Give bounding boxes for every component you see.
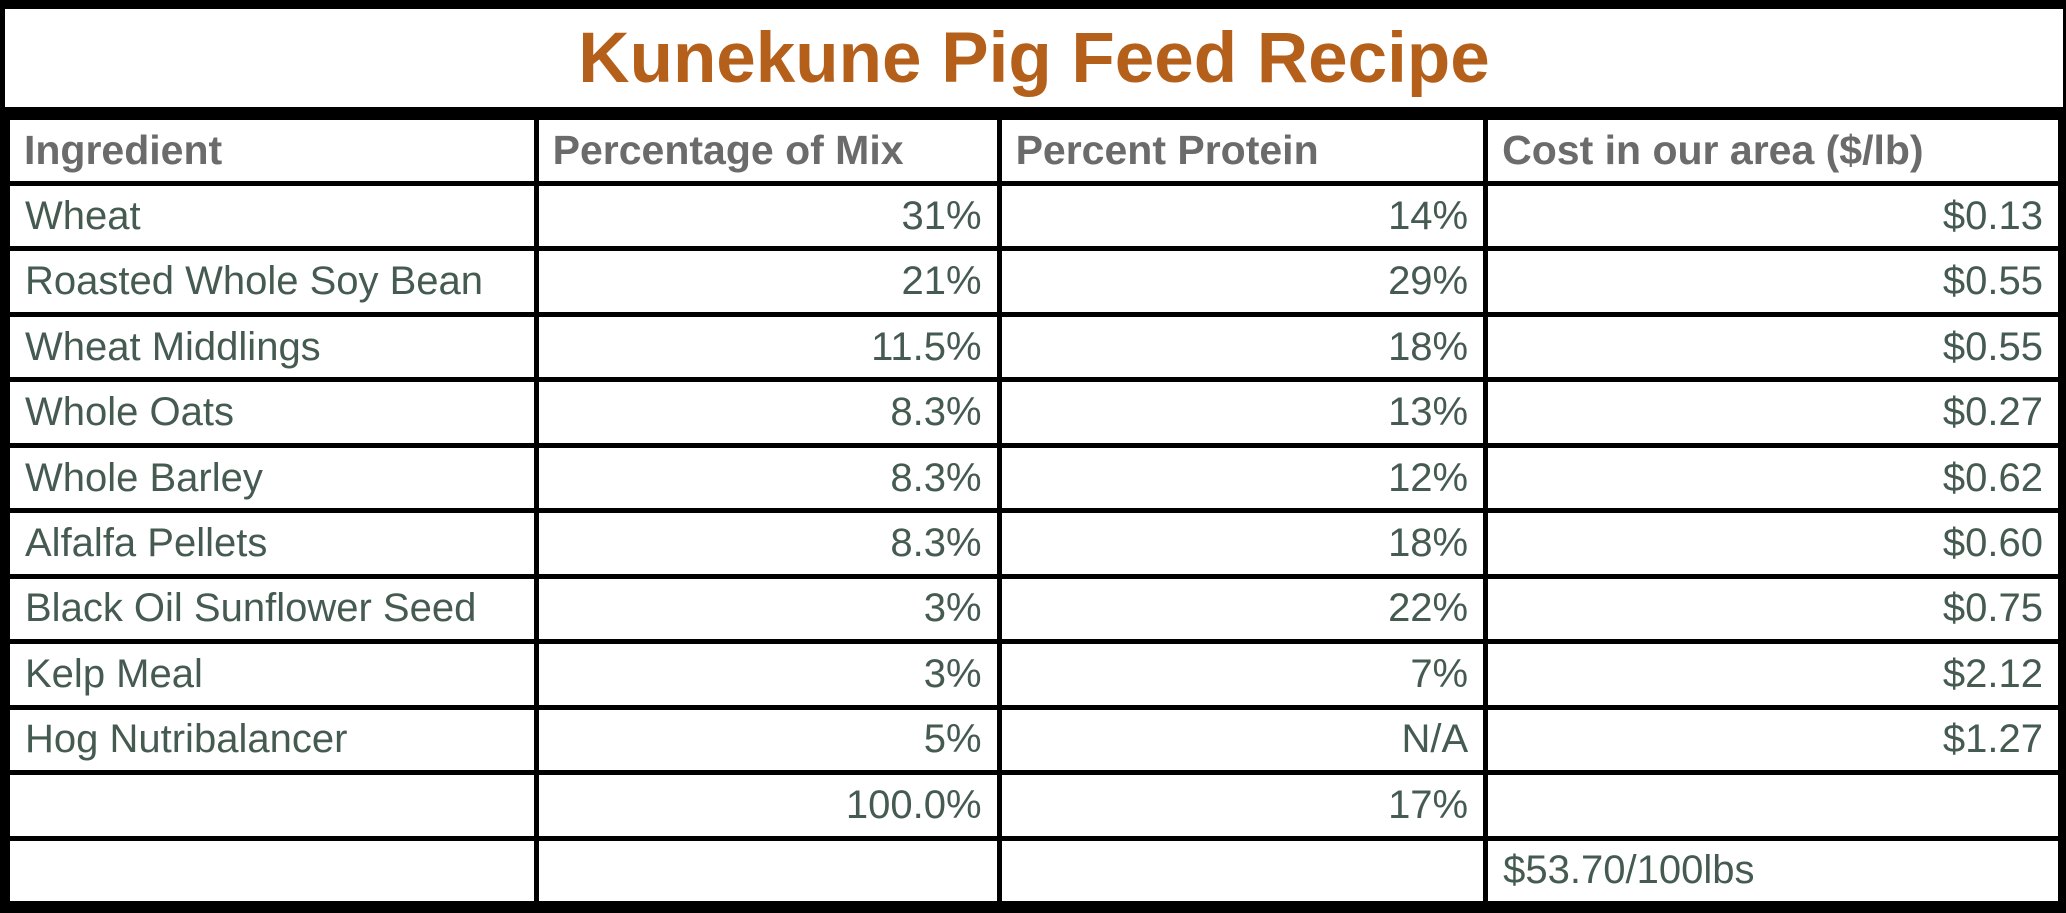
title-separator xyxy=(5,107,2063,115)
ingredient-cell: Whole Barley xyxy=(5,442,539,514)
protein-cell: 13% xyxy=(996,377,1489,448)
mix-cell: 21% xyxy=(533,246,1002,317)
mix-cell: 31% xyxy=(533,180,1002,252)
mix-cell: 11.5% xyxy=(533,311,1002,383)
ingredient-cell: Roasted Whole Soy Bean xyxy=(5,246,539,317)
cost-cell: $0.27 xyxy=(1483,377,2063,448)
title-band: Kunekune Pig Feed Recipe xyxy=(5,9,2063,107)
table-row: Hog Nutribalancer 5% N/A $1.27 xyxy=(5,704,2063,776)
protein-cell: 14% xyxy=(996,180,1489,252)
protein-cell: 18% xyxy=(996,311,1489,383)
table-row: Alfalfa Pellets 8.3% 18% $0.60 xyxy=(5,508,2063,579)
totals-empty-cost-cell xyxy=(1483,770,2063,841)
page-title: Kunekune Pig Feed Recipe xyxy=(578,18,1490,98)
table-row: Kelp Meal 3% 7% $2.12 xyxy=(5,639,2063,710)
table-row: Wheat 31% 14% $0.13 xyxy=(5,180,2063,252)
ingredient-cell: Alfalfa Pellets xyxy=(5,508,539,579)
cost-cell: $0.62 xyxy=(1483,442,2063,514)
summary-cost-row: $53.70/100lbs xyxy=(5,835,2063,907)
table-row: Wheat Middlings 11.5% 18% $0.55 xyxy=(5,311,2063,383)
table-header-row: Ingredient Percentage of Mix Percent Pro… xyxy=(5,115,2063,186)
mix-cell: 8.3% xyxy=(533,508,1002,579)
column-header-mix: Percentage of Mix xyxy=(533,115,1002,186)
totals-empty-ingredient-cell xyxy=(5,770,539,841)
column-header-ingredient: Ingredient xyxy=(5,115,539,186)
summary-empty-protein-cell xyxy=(996,835,1489,907)
mix-cell: 5% xyxy=(533,704,1002,776)
cost-cell: $2.12 xyxy=(1483,639,2063,710)
ingredient-cell: Whole Oats xyxy=(5,377,539,448)
cost-cell: $0.75 xyxy=(1483,573,2063,645)
mix-cell: 8.3% xyxy=(533,377,1002,448)
ingredient-cell: Hog Nutribalancer xyxy=(5,704,539,776)
cost-cell: $0.60 xyxy=(1483,508,2063,579)
ingredient-cell: Kelp Meal xyxy=(5,639,539,710)
summary-empty-ingredient-cell xyxy=(5,835,539,907)
table-row: Roasted Whole Soy Bean 21% 29% $0.55 xyxy=(5,246,2063,317)
ingredient-cell: Wheat xyxy=(5,180,539,252)
protein-cell: 12% xyxy=(996,442,1489,514)
total-cost-cell: $53.70/100lbs xyxy=(1483,835,2063,907)
summary-empty-mix-cell xyxy=(533,835,1002,907)
protein-cell: 18% xyxy=(996,508,1489,579)
feed-recipe-table: Ingredient Percentage of Mix Percent Pro… xyxy=(5,115,2063,907)
column-header-protein: Percent Protein xyxy=(996,115,1489,186)
table-row: Whole Oats 8.3% 13% $0.27 xyxy=(5,377,2063,448)
cost-cell: $0.55 xyxy=(1483,246,2063,317)
protein-cell: 7% xyxy=(996,639,1489,710)
protein-cell: 22% xyxy=(996,573,1489,645)
cost-cell: $0.13 xyxy=(1483,180,2063,252)
table-row: Whole Barley 8.3% 12% $0.62 xyxy=(5,442,2063,514)
column-header-cost: Cost in our area ($/lb) xyxy=(1483,115,2063,186)
protein-cell: N/A xyxy=(996,704,1489,776)
ingredient-cell: Wheat Middlings xyxy=(5,311,539,383)
totals-protein-cell: 17% xyxy=(996,770,1489,841)
totals-row: 100.0% 17% xyxy=(5,770,2063,841)
ingredient-cell: Black Oil Sunflower Seed xyxy=(5,573,539,645)
cost-cell: $0.55 xyxy=(1483,311,2063,383)
mix-cell: 3% xyxy=(533,639,1002,710)
cost-cell: $1.27 xyxy=(1483,704,2063,776)
mix-cell: 8.3% xyxy=(533,442,1002,514)
protein-cell: 29% xyxy=(996,246,1489,317)
totals-mix-cell: 100.0% xyxy=(533,770,1002,841)
mix-cell: 3% xyxy=(533,573,1002,645)
table-row: Black Oil Sunflower Seed 3% 22% $0.75 xyxy=(5,573,2063,645)
